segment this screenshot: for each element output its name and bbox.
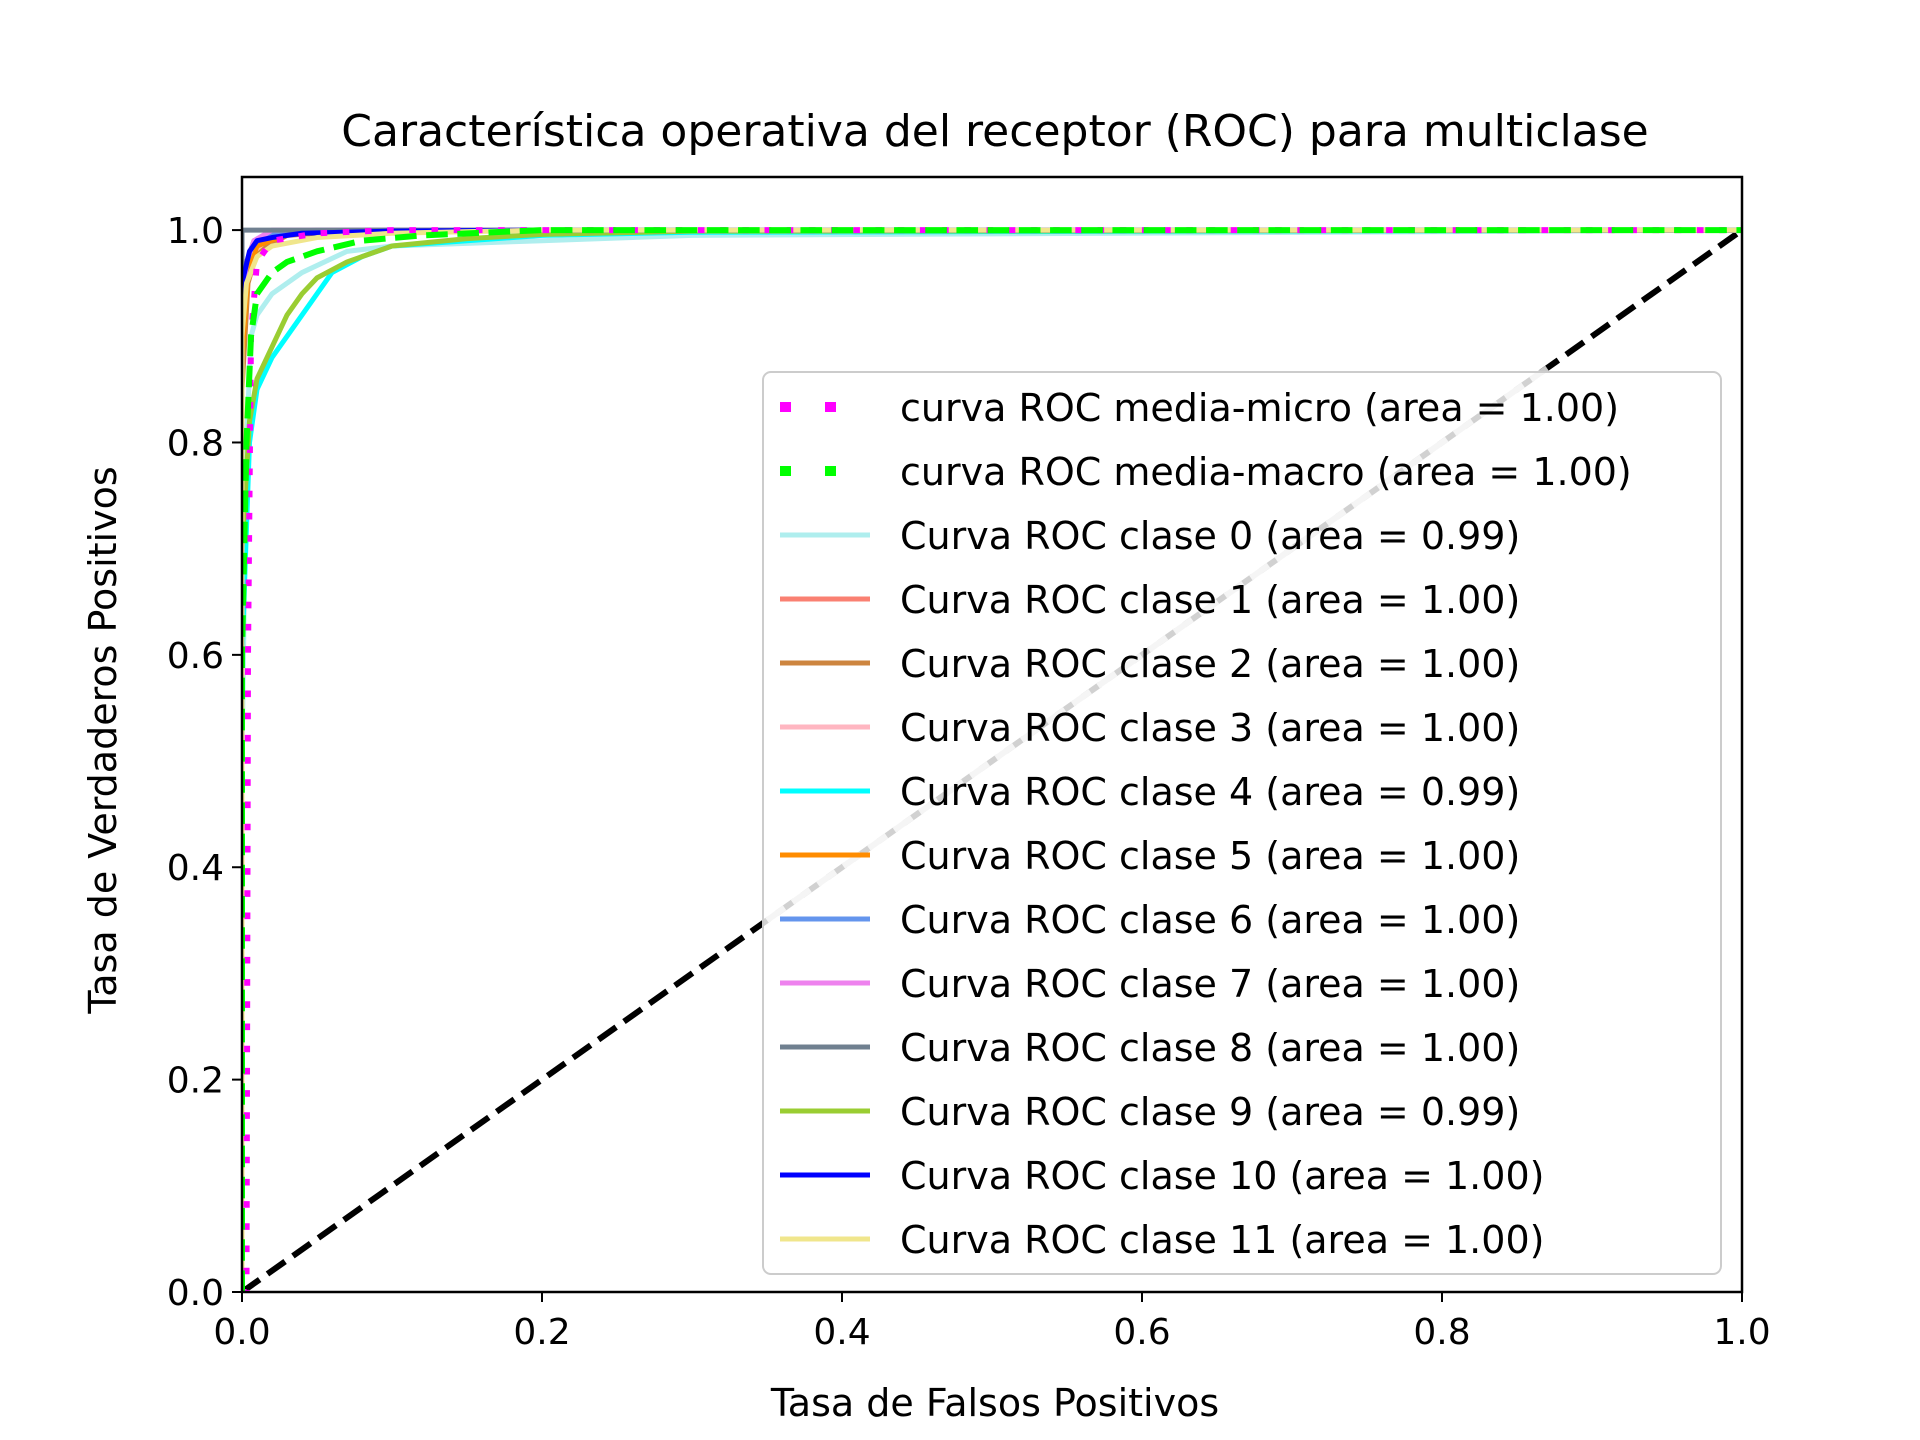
x-tick-label: 0.4 (813, 1312, 870, 1353)
axes-frame (240, 175, 1744, 1294)
y-tick-label: 0.2 (167, 1061, 224, 1102)
legend-label-2: Curva ROC clase 0 (area = 0.99) (900, 514, 1520, 558)
x-tick-label: 0.2 (513, 1312, 570, 1353)
legend-label-7: Curva ROC clase 5 (area = 1.00) (900, 834, 1520, 878)
legend-label-13: Curva ROC clase 11 (area = 1.00) (900, 1218, 1544, 1262)
legend-label-12: Curva ROC clase 10 (area = 1.00) (900, 1154, 1544, 1198)
legend: curva ROC media-micro (area = 1.00) curva… (762, 371, 1722, 1275)
legend-label-3: Curva ROC clase 1 (area = 1.00) (900, 578, 1520, 622)
y-tick-label: 1.0 (167, 211, 224, 252)
legend-label-9: Curva ROC clase 7 (area = 1.00) (900, 962, 1520, 1006)
legend-label-10: Curva ROC clase 8 (area = 1.00) (900, 1026, 1520, 1070)
y-tick-label: 0.6 (167, 636, 224, 677)
legend-box (762, 371, 1722, 1275)
x-tick-label: 0.6 (1113, 1312, 1170, 1353)
legend-label-0: curva ROC media-micro (area = 1.00) (900, 386, 1619, 430)
x-tick-label: 0.0 (213, 1312, 270, 1353)
x-tick-label: 0.8 (1413, 1312, 1470, 1353)
legend-label-6: Curva ROC clase 4 (area = 0.99) (900, 770, 1520, 814)
axis-ticks: 0.0 0.2 0.4 0.6 0.8 1.0 0.0 0.2 0.4 0.6 0.8 1.0 (167, 211, 1771, 1353)
series-line-1 (242, 227, 1742, 1292)
legend-label-1: curva ROC media-macro (area = 1.00) (900, 450, 1632, 494)
x-axis-label: Tasa de Falsos Positivos (770, 1381, 1219, 1425)
legend-label-4: Curva ROC clase 2 (area = 1.00) (900, 642, 1520, 686)
y-axis-label: Tasa de Verdaderos Positivos (81, 466, 125, 1014)
series-lines (242, 227, 1742, 1292)
y-tick-label: 0.0 (167, 1273, 224, 1314)
legend-label-5: Curva ROC clase 3 (area = 1.00) (900, 706, 1520, 750)
y-tick-label: 0.8 (167, 423, 224, 464)
legend-label-11: Curva ROC clase 9 (area = 0.99) (900, 1090, 1520, 1134)
series-line-0 (242, 227, 1742, 1292)
chart-title: Característica operativa del receptor (R… (341, 106, 1648, 157)
y-tick-label: 0.4 (167, 848, 224, 889)
legend-label-8: Curva ROC clase 6 (area = 1.00) (900, 898, 1520, 942)
series-line-11 (242, 227, 1742, 1292)
x-tick-label: 1.0 (1713, 1312, 1770, 1353)
